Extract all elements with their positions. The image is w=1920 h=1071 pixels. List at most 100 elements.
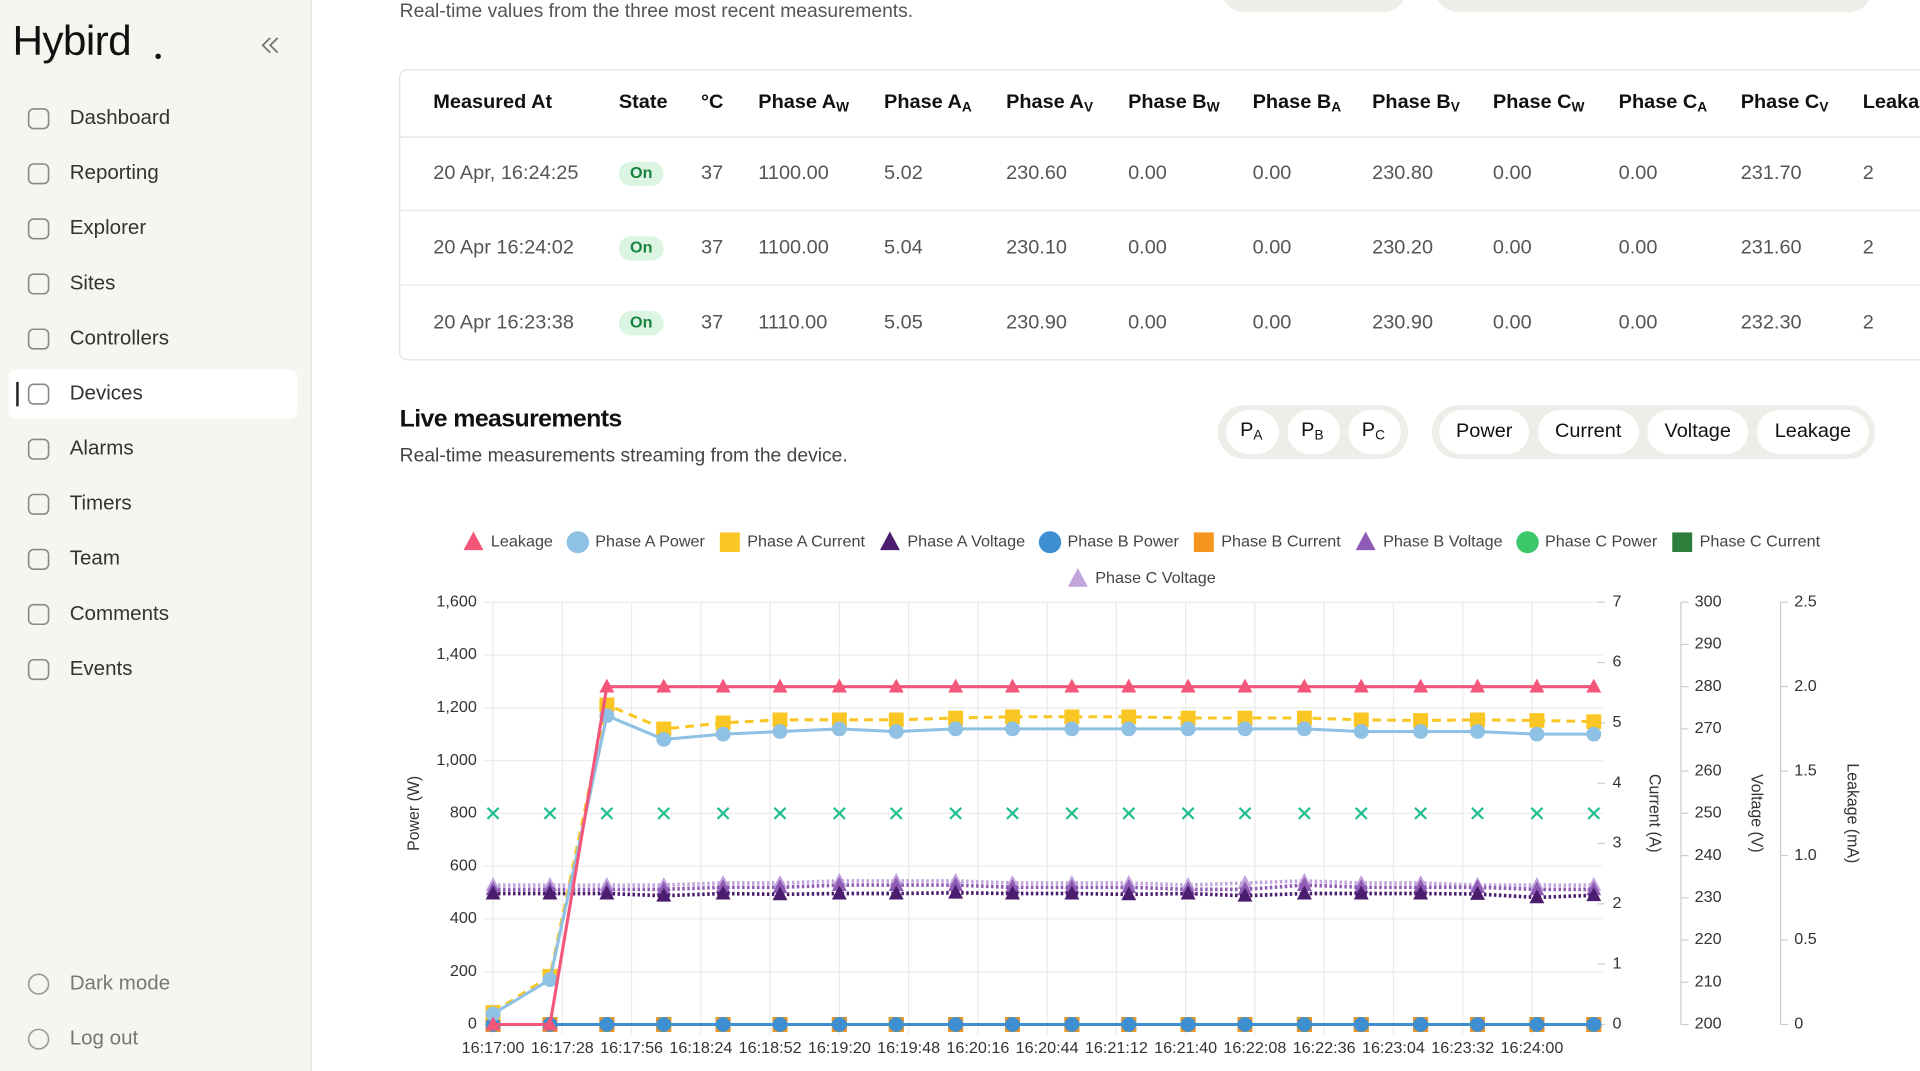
- nav-item[interactable]: Alarms: [70, 438, 134, 460]
- table-cell: 231.60: [1741, 237, 1802, 259]
- nav-item[interactable]: Reporting: [70, 162, 159, 184]
- y2-tick-label: 3: [1612, 834, 1621, 852]
- point: [948, 1017, 964, 1032]
- phase-button[interactable]: [1287, 410, 1340, 455]
- nav-item[interactable]: Timers: [70, 493, 132, 515]
- table-cell: 0.00: [1493, 311, 1532, 333]
- nav-icon: [27, 328, 50, 350]
- point: [1122, 807, 1136, 820]
- nav-item[interactable]: Team: [70, 548, 120, 570]
- legend-item[interactable]: Phase C Current: [1672, 532, 1821, 553]
- point: [832, 807, 846, 820]
- nav-item[interactable]: Dashboard: [70, 107, 170, 129]
- metric-button[interactable]: [1439, 410, 1530, 455]
- label-text: Phase C: [1619, 91, 1698, 113]
- legend-item[interactable]: Phase A Voltage: [879, 531, 1025, 550]
- legend-item[interactable]: Leakage: [463, 531, 553, 550]
- y-tick-label: 400: [450, 909, 477, 927]
- x-tick-label: 16:17:00: [462, 1039, 525, 1057]
- table-cell: 0.00: [1619, 162, 1658, 184]
- point: [1121, 721, 1137, 737]
- table-cell: 0.00: [1253, 311, 1292, 333]
- nav-item[interactable]: Explorer: [70, 217, 147, 239]
- point: [1005, 721, 1020, 737]
- metric-button[interactable]: [1537, 410, 1639, 455]
- table-cell: 0.00: [1493, 237, 1532, 259]
- legend-item[interactable]: Phase B Power: [1038, 531, 1180, 554]
- label-text: Phase B: [1253, 91, 1332, 113]
- metric-button-label[interactable]: Leakage: [1775, 420, 1851, 442]
- y2-tick-label: 7: [1612, 593, 1621, 611]
- label-text: P: [1301, 419, 1314, 441]
- point: [463, 531, 484, 551]
- legend-item[interactable]: Phase C Voltage: [1067, 568, 1216, 587]
- collapse-button[interactable]: [261, 37, 279, 54]
- label: State: [619, 91, 668, 113]
- footer-icon: [27, 973, 50, 995]
- nav-item[interactable]: Sites: [70, 272, 116, 294]
- nav-item[interactable]: Controllers: [70, 328, 169, 350]
- label-sub: A: [962, 99, 972, 114]
- label: Phase BV: [1372, 91, 1460, 114]
- point: [773, 807, 787, 820]
- y-tick-label: 0: [468, 1015, 477, 1033]
- label-sub: V: [1084, 99, 1093, 114]
- nav-item[interactable]: Comments: [70, 603, 169, 625]
- label: Phase BW: [1128, 91, 1220, 114]
- point: [1353, 712, 1369, 728]
- y-tick-label: 1,600: [436, 593, 477, 611]
- point: [831, 877, 847, 892]
- point: [948, 678, 964, 693]
- y3-tick-label: 250: [1695, 804, 1722, 822]
- nav-item[interactable]: Events: [70, 658, 133, 680]
- legend-label: Phase C Voltage: [1095, 569, 1216, 587]
- legend-item[interactable]: Phase A Power: [566, 531, 706, 554]
- label: Phase AV: [1006, 91, 1093, 114]
- nav-icon: [27, 273, 50, 295]
- x-tick-label: 16:22:08: [1223, 1039, 1286, 1057]
- point: [1529, 726, 1545, 742]
- y3-tick-label: 210: [1695, 973, 1722, 991]
- point: [1296, 1017, 1312, 1032]
- legend-item[interactable]: Phase B Current: [1193, 532, 1341, 553]
- legend-item[interactable]: Phase B Voltage: [1355, 531, 1503, 550]
- point: [1586, 887, 1602, 902]
- legend-item[interactable]: Phase C Power: [1516, 531, 1658, 554]
- metric-button-label[interactable]: Power: [1456, 420, 1513, 442]
- point: [1064, 709, 1080, 725]
- sidebar: [0, 0, 312, 1071]
- table-cell: 5.05: [884, 311, 923, 333]
- point: [1672, 532, 1693, 553]
- table-cell: 37: [701, 162, 723, 184]
- table-cell: 20 Apr, 16:24:25: [433, 162, 578, 184]
- point: [1065, 807, 1079, 820]
- nav-item[interactable]: Devices: [70, 383, 143, 405]
- point: [656, 721, 672, 737]
- y3-tick-label: 290: [1695, 635, 1722, 653]
- metric-button[interactable]: [1756, 410, 1869, 455]
- point: [1470, 885, 1485, 900]
- phase-button[interactable]: [1348, 410, 1401, 455]
- table-cell: 0.00: [1128, 237, 1167, 259]
- metric-button-label[interactable]: Current: [1555, 420, 1622, 442]
- footer-item[interactable]: Log out: [70, 1028, 139, 1050]
- point: [1237, 887, 1253, 902]
- point: [599, 678, 615, 693]
- legend-item[interactable]: Phase A Current: [719, 532, 866, 553]
- table-cell: 5.02: [884, 162, 923, 184]
- point: [1516, 531, 1539, 554]
- phase-button[interactable]: [1226, 410, 1279, 455]
- label: PB: [1301, 419, 1323, 442]
- metric-button[interactable]: [1647, 410, 1749, 455]
- y3-tick-label: 280: [1695, 677, 1722, 695]
- point: [1413, 713, 1429, 728]
- y3-tick-label: 240: [1695, 846, 1722, 864]
- point: [949, 807, 963, 820]
- series-line: [493, 685, 1594, 1027]
- point: [1038, 531, 1062, 554]
- metric-button-label[interactable]: Voltage: [1665, 420, 1731, 442]
- label: Leakage: [1863, 91, 1920, 113]
- footer-item[interactable]: Dark mode: [70, 973, 170, 995]
- nav-icon: [27, 383, 50, 405]
- label: Phase AW: [758, 91, 849, 114]
